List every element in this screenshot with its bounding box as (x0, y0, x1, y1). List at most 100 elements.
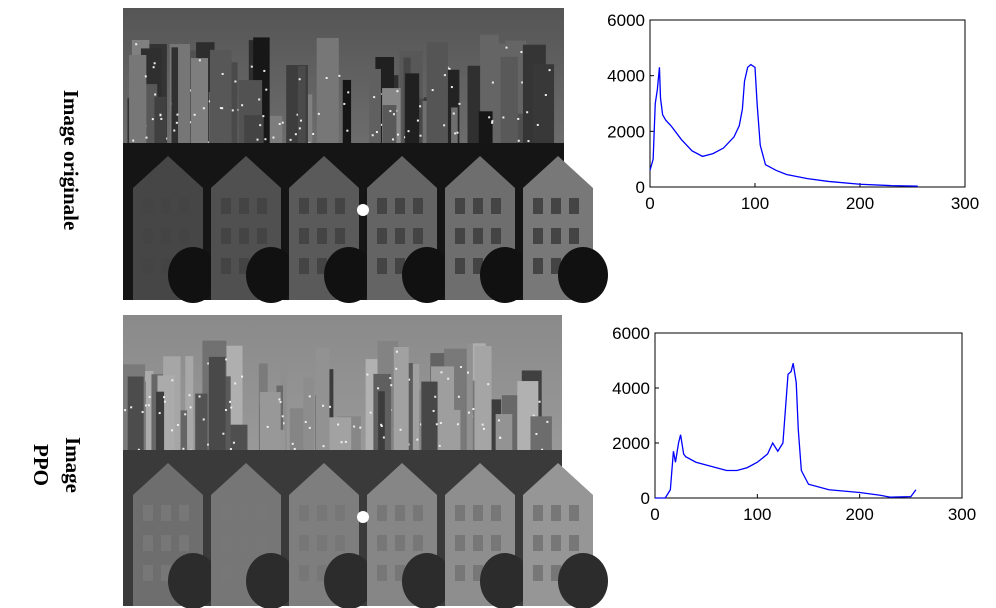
window (497, 419, 500, 422)
window (377, 565, 387, 581)
window (380, 123, 383, 126)
window (182, 447, 185, 450)
window (457, 395, 460, 398)
window (396, 90, 399, 93)
window (198, 59, 201, 62)
window (257, 535, 267, 551)
building (154, 96, 167, 143)
building (315, 348, 330, 450)
histogram-line (649, 63, 918, 187)
window (408, 378, 411, 381)
window (143, 535, 153, 551)
window (232, 441, 235, 444)
window (207, 362, 210, 365)
building (495, 414, 513, 450)
window (536, 123, 539, 126)
window (299, 228, 309, 244)
window (135, 43, 138, 46)
window (317, 565, 327, 581)
window (258, 98, 261, 101)
window (377, 535, 387, 551)
window (143, 228, 153, 244)
window (392, 138, 395, 141)
window (231, 109, 234, 112)
window (219, 107, 222, 110)
window (343, 102, 346, 105)
window (239, 228, 249, 244)
window (335, 505, 345, 521)
plot-frame (654, 332, 963, 499)
window (173, 129, 176, 132)
window (353, 425, 356, 428)
window (317, 258, 327, 274)
row-label: Image originale (59, 90, 83, 231)
window (299, 535, 309, 551)
window (344, 440, 347, 443)
tree (324, 553, 374, 608)
building (279, 362, 287, 450)
building (210, 49, 232, 143)
window (438, 444, 441, 447)
window (202, 107, 205, 110)
window (533, 565, 543, 581)
window (207, 141, 210, 144)
x-tick-label: 100 (743, 505, 771, 524)
window (473, 228, 483, 244)
window (299, 258, 309, 274)
window (322, 404, 325, 407)
window (143, 258, 153, 274)
window (322, 445, 325, 448)
window (377, 228, 387, 244)
window (434, 395, 437, 398)
window (300, 119, 303, 122)
window (175, 121, 178, 124)
window (395, 258, 405, 274)
x-tick-label: 100 (741, 194, 769, 213)
window (202, 418, 205, 421)
window (407, 130, 410, 133)
window (153, 62, 156, 65)
window (527, 140, 530, 143)
tree (402, 247, 452, 303)
window (188, 394, 191, 397)
tree (558, 553, 608, 608)
window (335, 198, 345, 214)
window (221, 72, 224, 75)
window (359, 426, 362, 429)
window (375, 131, 378, 134)
window (395, 535, 405, 551)
window (308, 426, 311, 429)
window (432, 409, 435, 412)
window (265, 88, 268, 91)
window (569, 198, 579, 214)
window (234, 382, 237, 385)
histogram-chart: 0 2000 4000 6000 0 100 200 300 (612, 324, 976, 524)
window (551, 198, 561, 214)
window (221, 535, 231, 551)
tree (246, 247, 296, 303)
window (569, 535, 579, 551)
window (141, 410, 144, 413)
window (533, 505, 543, 521)
tree (558, 247, 608, 303)
window (455, 228, 465, 244)
window (298, 78, 301, 81)
window (533, 258, 543, 274)
building (393, 346, 409, 450)
window (317, 505, 327, 521)
window (234, 80, 237, 83)
window (161, 258, 171, 274)
window (279, 400, 282, 403)
window (282, 422, 285, 425)
window (380, 423, 383, 426)
window (416, 438, 419, 441)
window (160, 117, 163, 120)
window (452, 112, 455, 115)
window (257, 228, 267, 244)
building (405, 73, 420, 143)
building (185, 356, 194, 450)
window (551, 505, 561, 521)
window (491, 535, 501, 551)
window (289, 138, 292, 141)
